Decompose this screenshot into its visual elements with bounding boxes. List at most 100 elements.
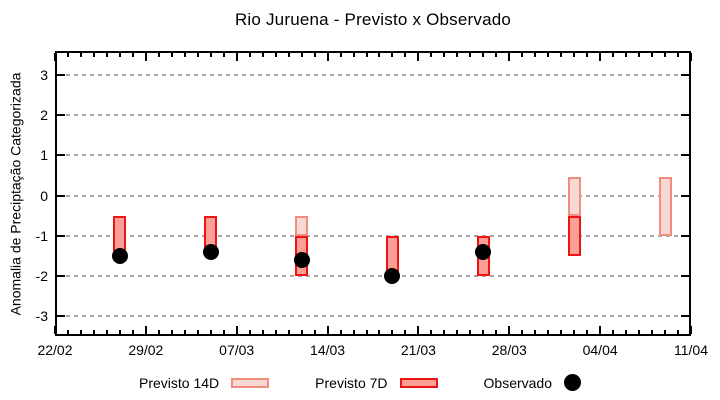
x-axis-minor-tick xyxy=(222,330,225,334)
y-tick-label: 3 xyxy=(40,67,48,84)
y-tick-label: -3 xyxy=(35,307,48,324)
x-axis-minor-tick xyxy=(482,330,485,334)
x-axis-minor-tick xyxy=(131,53,134,57)
previsto-14d-bar xyxy=(658,177,672,236)
x-axis-minor-tick xyxy=(391,53,394,57)
x-axis-minor-tick xyxy=(352,53,355,57)
x-axis-minor-tick xyxy=(547,53,550,57)
x-axis-minor-tick xyxy=(651,53,654,57)
gridline xyxy=(58,194,688,197)
x-axis-minor-tick xyxy=(404,53,407,57)
x-axis-tick xyxy=(508,53,511,61)
y-tick-label: 1 xyxy=(40,147,48,164)
x-axis-minor-tick xyxy=(92,330,95,334)
previsto-7d-bar xyxy=(204,215,218,248)
y-axis-tick xyxy=(681,194,689,197)
x-axis-tick xyxy=(690,326,692,334)
x-axis-tick xyxy=(235,326,238,334)
legend-item-observado: Observado xyxy=(484,374,581,391)
x-axis-minor-tick xyxy=(66,330,69,334)
x-axis-minor-tick xyxy=(287,53,290,57)
observado-point xyxy=(111,247,128,264)
x-axis-tick xyxy=(144,326,147,334)
x-axis-minor-tick xyxy=(443,53,446,57)
y-axis-tick xyxy=(57,194,65,197)
gridline xyxy=(58,114,688,117)
x-axis-minor-tick xyxy=(430,53,433,57)
x-axis-minor-tick xyxy=(573,330,576,334)
legend-observado-dot-icon xyxy=(564,374,581,391)
chart-title: Rio Juruena - Previsto x Observado xyxy=(234,10,512,29)
x-axis-minor-tick xyxy=(378,53,381,57)
x-axis-minor-tick xyxy=(638,330,641,334)
x-axis-minor-tick xyxy=(560,53,563,57)
x-axis-tick xyxy=(235,53,238,61)
legend-item-previsto-14d: Previsto 14D xyxy=(139,375,270,391)
x-axis-minor-tick xyxy=(222,53,225,57)
x-axis-minor-tick xyxy=(664,330,667,334)
x-axis-tick xyxy=(599,53,602,61)
x-axis-minor-tick xyxy=(300,53,303,57)
x-axis-minor-tick xyxy=(456,330,459,334)
observado-point xyxy=(384,267,401,284)
x-tick-label: 29/02 xyxy=(128,342,164,358)
x-axis-minor-tick xyxy=(521,53,524,57)
y-axis-tick xyxy=(57,314,65,317)
x-tick-label: 21/03 xyxy=(400,342,436,358)
y-axis-tick xyxy=(57,274,65,277)
x-axis-minor-tick xyxy=(638,53,641,57)
x-axis-tick xyxy=(690,53,692,61)
previsto-7d-bar xyxy=(385,235,399,272)
x-axis-minor-tick xyxy=(131,330,134,334)
gridline xyxy=(58,74,688,77)
x-tick-label: 11/04 xyxy=(674,342,708,358)
x-tick-label: 07/03 xyxy=(219,342,255,358)
x-axis-minor-tick xyxy=(261,53,264,57)
y-axis-tick xyxy=(681,314,689,317)
x-axis-minor-tick xyxy=(209,53,212,57)
y-axis-tick xyxy=(681,234,689,237)
x-axis-minor-tick xyxy=(183,330,186,334)
x-axis-minor-tick xyxy=(157,330,160,334)
observado-point xyxy=(293,251,310,268)
x-axis-tick xyxy=(508,326,511,334)
x-axis-minor-tick xyxy=(79,53,82,57)
x-axis-minor-tick xyxy=(170,53,173,57)
y-axis-tick xyxy=(681,114,689,117)
x-axis-minor-tick xyxy=(274,330,277,334)
observado-point xyxy=(475,243,492,260)
x-axis-minor-tick xyxy=(469,53,472,57)
x-axis-minor-tick xyxy=(443,330,446,334)
x-axis-minor-tick xyxy=(534,53,537,57)
x-axis-tick xyxy=(54,53,56,61)
x-tick-label: 14/03 xyxy=(310,342,346,358)
x-axis-minor-tick xyxy=(482,53,485,57)
x-axis-minor-tick xyxy=(430,330,433,334)
x-axis-tick xyxy=(144,53,147,61)
x-axis-minor-tick xyxy=(209,330,212,334)
x-axis-minor-tick xyxy=(339,330,342,334)
legend: Previsto 14D Previsto 7D Observado xyxy=(0,374,720,391)
y-axis-tick xyxy=(57,74,65,77)
x-axis-minor-tick xyxy=(677,53,680,57)
x-axis-minor-tick xyxy=(105,53,108,57)
x-axis-minor-tick xyxy=(365,330,368,334)
legend-label-observado: Observado xyxy=(483,374,552,391)
x-axis-minor-tick xyxy=(404,330,407,334)
x-axis-minor-tick xyxy=(651,330,654,334)
x-axis-minor-tick xyxy=(391,330,394,334)
x-axis-minor-tick xyxy=(365,53,368,57)
x-axis-minor-tick xyxy=(300,330,303,334)
y-axis-tick xyxy=(681,274,689,277)
x-axis-minor-tick xyxy=(612,53,615,57)
observado-point xyxy=(202,243,219,260)
previsto-14d-bar xyxy=(295,215,309,236)
y-tick-label: 0 xyxy=(40,187,48,204)
plot-area xyxy=(55,51,691,336)
x-axis-minor-tick xyxy=(378,330,381,334)
y-tick-label: 2 xyxy=(40,107,48,124)
x-axis-minor-tick xyxy=(534,330,537,334)
x-axis-minor-tick xyxy=(352,330,355,334)
x-axis-minor-tick xyxy=(313,53,316,57)
x-axis-minor-tick xyxy=(248,330,251,334)
